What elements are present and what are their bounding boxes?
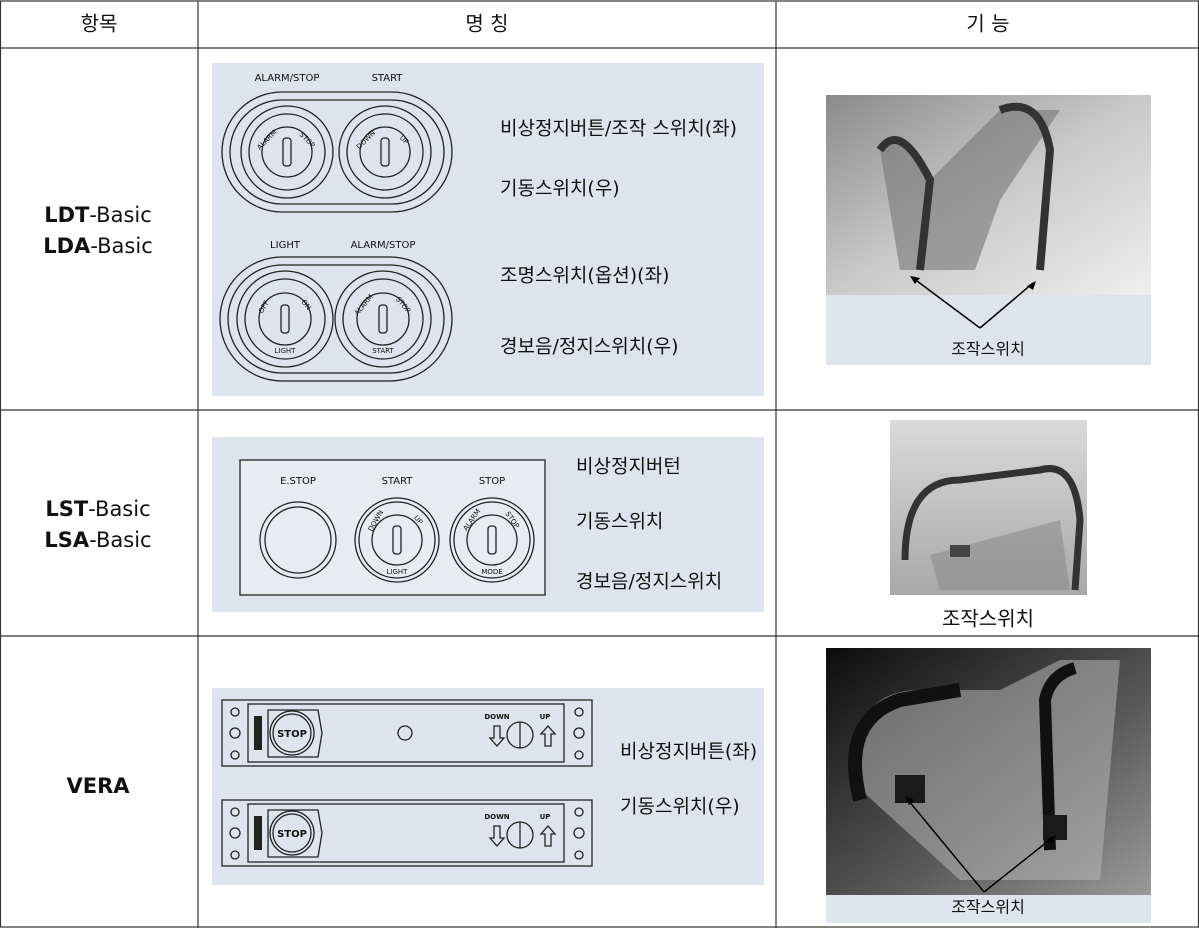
panel-label: STOP (277, 829, 307, 840)
item-code: LDA (43, 234, 91, 258)
panel-label: MODE (481, 568, 502, 576)
item-suffix: -Basic (90, 234, 152, 258)
caption: 조작스위치 (951, 340, 1025, 359)
escalator-photo (826, 95, 1151, 365)
header-cell: 항목 (81, 12, 118, 36)
escalator-photo (890, 420, 1087, 595)
description: 기동스위치 (576, 511, 663, 533)
caption: 조작스위치 (951, 898, 1025, 917)
description: 경보음/정지스위치(우) (500, 336, 679, 358)
panel-label: LIGHT (275, 347, 297, 355)
description: 기동스위치(우) (620, 796, 740, 818)
description: 기동스위치(우) (500, 178, 620, 200)
header-cell: 명 칭 (465, 12, 508, 36)
panel-label: START (372, 347, 394, 355)
header-cell: 기 능 (966, 12, 1009, 36)
caption: 조작스위치 (942, 607, 1034, 631)
escalator-photo (826, 648, 1151, 923)
description: 비상정지버튼(좌) (620, 741, 757, 763)
item-label: LSA-Basic (44, 528, 151, 552)
item-label: LDT-Basic (44, 203, 152, 227)
panel-label: ALARM/STOP (255, 73, 320, 84)
item-suffix: -Basic (88, 497, 150, 521)
item-code: LST (45, 497, 89, 521)
item-label: LDA-Basic (43, 234, 153, 258)
item-suffix: -Basic (89, 528, 151, 552)
description: 비상정지버턴 (576, 456, 681, 478)
panel-label: UP (540, 713, 551, 721)
panel-label: UP (540, 813, 551, 821)
panel-label: DOWN (484, 713, 509, 721)
description: 경보음/정지스위치 (576, 571, 722, 593)
panel-label: STOP (479, 476, 505, 487)
panel-label: START (372, 73, 404, 84)
item-code: LSA (44, 528, 90, 552)
item-suffix: -Basic (89, 203, 151, 227)
description: 비상정지버튼/조작 스위치(좌) (500, 118, 737, 140)
panel-label: ALARM/STOP (351, 240, 416, 251)
item-code: LDT (44, 203, 90, 227)
panel-label: STOP (277, 729, 307, 740)
panel-label: LIGHT (387, 568, 409, 576)
panel-label: E.STOP (280, 476, 316, 487)
item-label: LST-Basic (45, 497, 150, 521)
item-code: VERA (66, 774, 130, 798)
panel-label: DOWN (484, 813, 509, 821)
panel-label: LIGHT (270, 240, 301, 251)
description: 조명스위치(옵션)(좌) (500, 265, 670, 287)
switch-diagram (239, 459, 546, 596)
switch-diagram (221, 699, 593, 867)
panel-label: START (382, 476, 414, 487)
switch-diagram (219, 91, 453, 382)
